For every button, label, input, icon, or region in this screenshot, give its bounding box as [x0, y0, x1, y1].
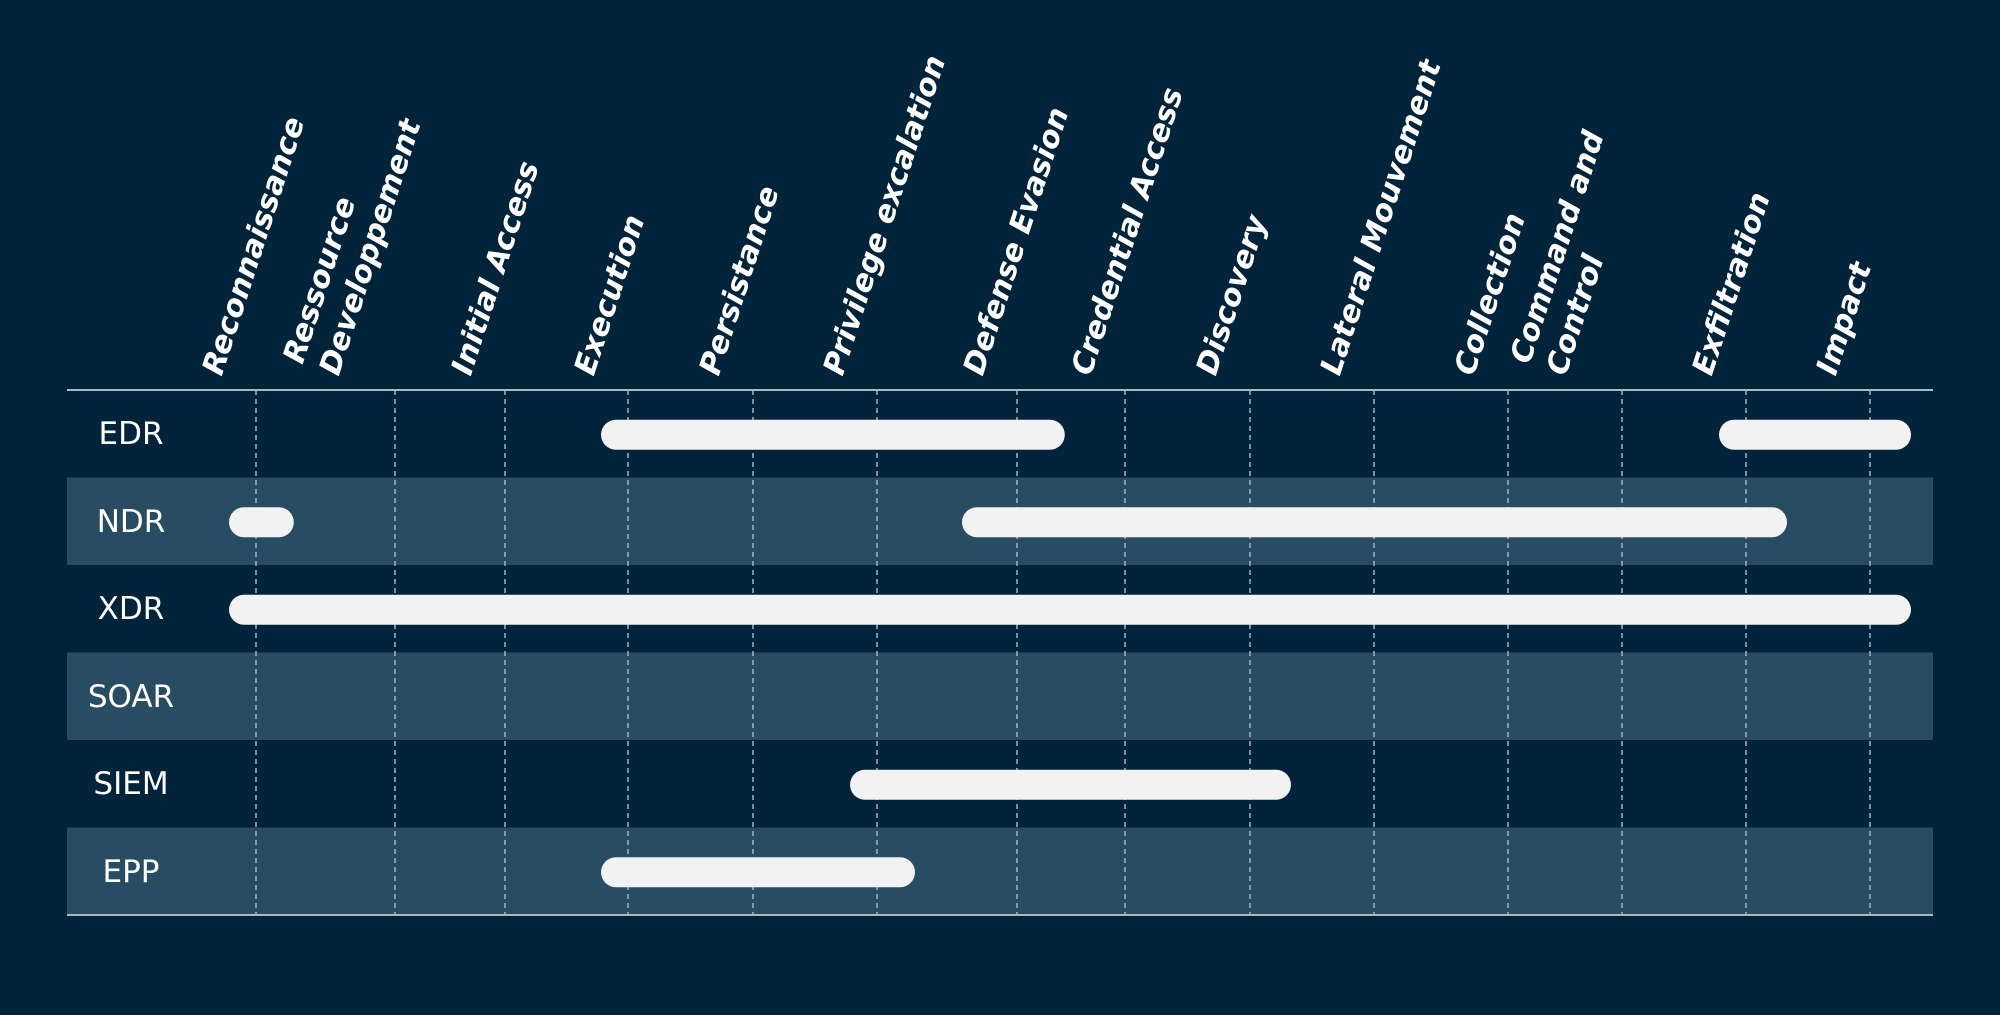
coverage-bar: [850, 769, 1291, 800]
row-label: SOAR: [87, 678, 175, 715]
coverage-bar: [1719, 419, 1911, 450]
coverage-bar: [601, 857, 915, 888]
row-label: XDR: [97, 591, 165, 627]
coverage-bar: [229, 507, 294, 538]
row-band: [67, 652, 1933, 740]
row-label: NDR: [96, 503, 166, 540]
row-label: EDR: [98, 416, 164, 452]
row-label: SIEM: [93, 766, 169, 802]
coverage-bar: [229, 594, 1911, 625]
row-label: EPP: [102, 853, 160, 890]
coverage-bar: [601, 419, 1065, 450]
row-band: [67, 827, 1933, 915]
coverage-bar: [962, 507, 1787, 538]
